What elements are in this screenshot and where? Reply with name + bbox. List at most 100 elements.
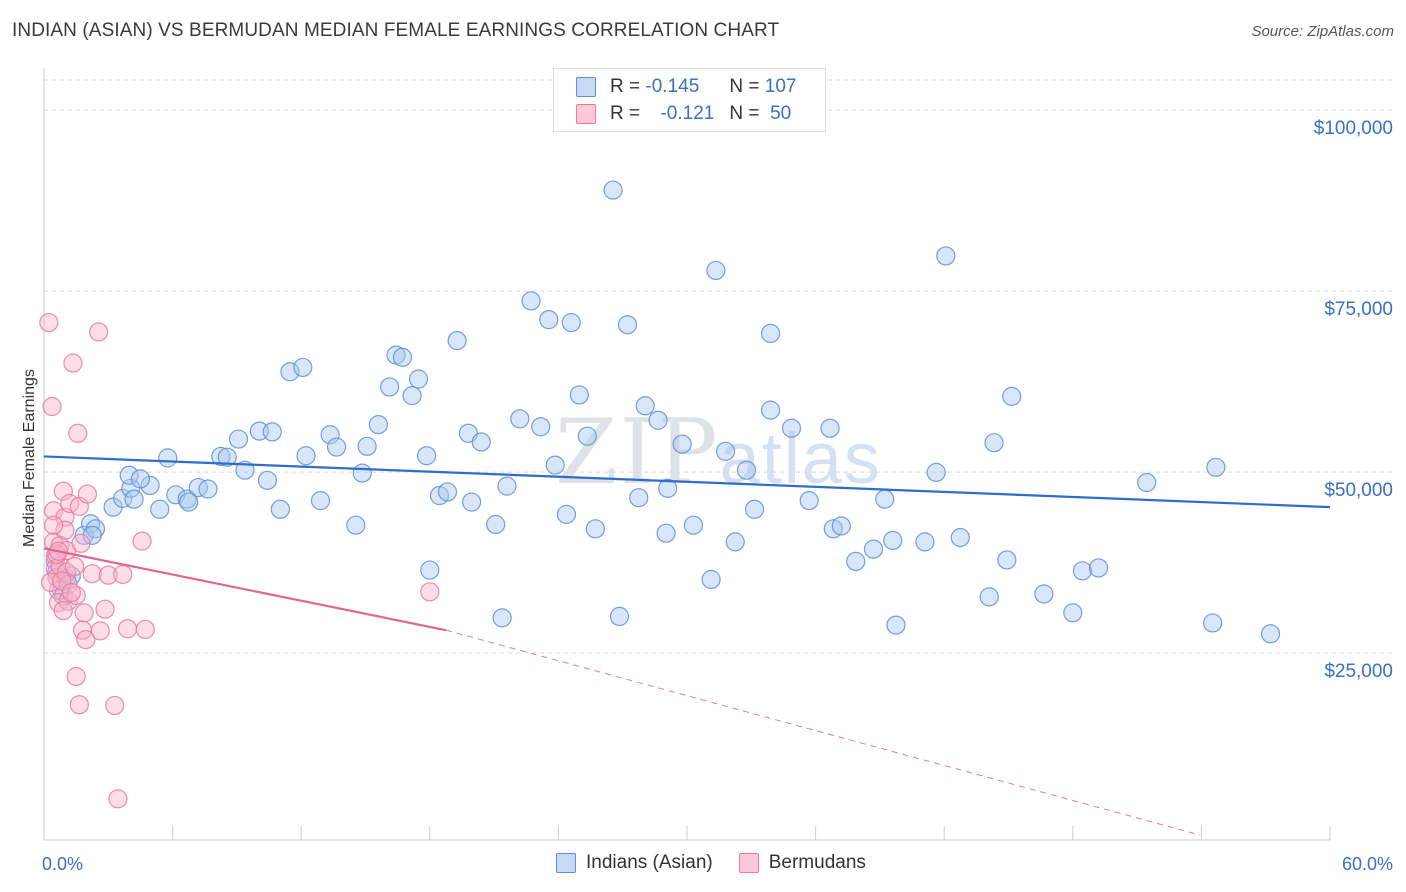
- legend-r-value: -0.121: [660, 103, 715, 124]
- bermudans-point: [61, 582, 81, 603]
- indians-point: [725, 532, 745, 552]
- indians-point: [471, 432, 491, 452]
- indians-point: [211, 446, 231, 467]
- indians-trendline: [43, 455, 1331, 509]
- indians-point: [310, 491, 331, 511]
- bermudans-point: [113, 564, 133, 585]
- legend-n-label: N =: [729, 103, 760, 124]
- indians-point: [531, 417, 551, 437]
- series-legend-label: Bermudans: [768, 852, 866, 873]
- indians-point: [915, 532, 935, 552]
- indians-point: [585, 519, 605, 539]
- indians-point: [1203, 613, 1223, 633]
- indians-point: [257, 470, 278, 490]
- series-legend-indians: Indians (Asian): [556, 852, 713, 874]
- legend-swatch-indians: [576, 77, 596, 97]
- indians-point: [486, 514, 506, 535]
- indians-point: [545, 455, 565, 475]
- indians-point: [883, 530, 903, 551]
- indians-point: [950, 527, 970, 548]
- legend-r-label: R =: [610, 76, 641, 97]
- bermudans-point: [71, 533, 91, 553]
- indians-point: [629, 488, 649, 508]
- indians-point: [510, 409, 530, 429]
- bermudans-trendline: [43, 547, 447, 632]
- indians-point: [886, 615, 906, 635]
- indians-point: [799, 491, 819, 511]
- legend-n-value: 107: [764, 76, 797, 97]
- indians-point: [320, 425, 340, 445]
- legend-row-bermudans: R = -0.121 N = 50: [576, 102, 791, 126]
- legend-n-label: N =: [729, 76, 760, 97]
- indians-point: [539, 310, 559, 330]
- indians-point: [760, 323, 781, 343]
- y-tick-label: $50,000: [1324, 480, 1393, 501]
- indians-point: [635, 396, 655, 416]
- indians-point: [296, 446, 316, 466]
- indians-point: [744, 499, 765, 519]
- series-legend-bermudans: Bermudans: [738, 852, 866, 874]
- indians-point: [846, 551, 866, 572]
- indians-point: [648, 410, 668, 430]
- bermudans-point: [64, 556, 85, 577]
- source-label: Source: ZipAtlas.com: [1251, 23, 1394, 40]
- bermudans-point: [77, 484, 98, 504]
- indians-point: [683, 515, 704, 535]
- indians-point: [82, 525, 102, 545]
- y-tick-label: $100,000: [1314, 118, 1393, 139]
- indians-point: [926, 462, 946, 482]
- bermudans-point: [420, 582, 440, 602]
- series-legend: Indians (Asian) Bermudans: [556, 852, 892, 874]
- indians-point: [262, 422, 282, 442]
- bermudans-point: [95, 599, 115, 619]
- indians-point: [392, 347, 413, 367]
- y-tick-label: $25,000: [1324, 661, 1393, 682]
- indians-point: [1206, 457, 1226, 477]
- indians-point: [270, 499, 290, 519]
- indians-point: [1260, 624, 1281, 644]
- bermudans-point: [105, 695, 125, 716]
- indians-point: [556, 504, 577, 524]
- bermudans-point: [53, 601, 73, 621]
- indians-point: [760, 400, 781, 420]
- y-axis-label: Median Female Earnings: [21, 369, 38, 547]
- x-tick-label-start: 0.0%: [42, 854, 83, 874]
- indians-point: [521, 291, 541, 311]
- indians-point: [875, 489, 895, 509]
- bermudans-point: [76, 629, 96, 650]
- bermudans-point: [63, 353, 83, 373]
- bermudans-point: [108, 789, 128, 809]
- bermudans-point: [90, 621, 110, 641]
- y-tick-label: $75,000: [1324, 299, 1393, 320]
- bermudans-point: [82, 564, 102, 584]
- series-swatch-bermudans: [738, 853, 759, 873]
- bermudans-point: [135, 619, 155, 640]
- indians-point: [672, 434, 692, 454]
- indians-point: [150, 499, 170, 519]
- indians-point: [357, 436, 377, 456]
- indians-point: [820, 418, 840, 438]
- indians-point: [492, 608, 512, 628]
- indians-point: [420, 560, 440, 580]
- indians-point: [979, 587, 999, 607]
- indians-point: [352, 463, 372, 483]
- bermudans-point: [132, 531, 152, 551]
- indians-point: [781, 418, 802, 438]
- indians-point: [1002, 386, 1022, 406]
- chart-title: INDIAN (ASIAN) VS BERMUDAN MEDIAN FEMALE…: [12, 20, 780, 41]
- indians-point: [656, 523, 676, 543]
- indians-point: [416, 446, 437, 466]
- indians-point: [561, 312, 581, 333]
- indians-point: [831, 516, 851, 536]
- legend-row-indians: R = -0.145 N = 107: [576, 75, 796, 99]
- indians-point: [235, 460, 255, 480]
- bermudans-point: [69, 695, 89, 715]
- bermudans-point: [98, 565, 118, 585]
- indians-point: [1088, 558, 1109, 578]
- indians-point: [658, 478, 678, 498]
- bermudans-point: [66, 666, 86, 687]
- bermudans-point: [44, 501, 64, 521]
- indians-point: [124, 489, 144, 509]
- bermudans-trendline-extension: [445, 629, 1201, 836]
- indians-point: [380, 377, 400, 397]
